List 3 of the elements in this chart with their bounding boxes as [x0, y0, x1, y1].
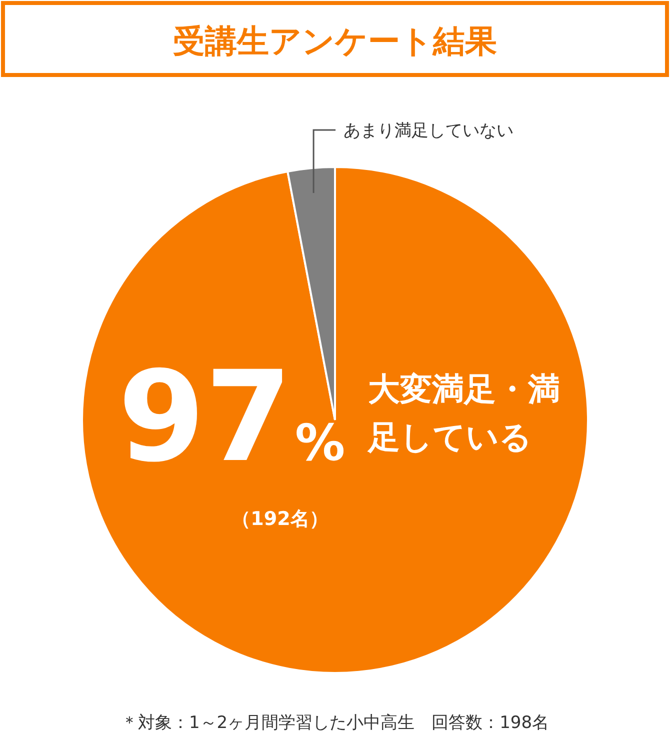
annotation: （192名）	[232, 508, 328, 530]
annotation: ＊対象：1～2ヶ月間学習した小中高生 回答数：198名	[120, 713, 550, 733]
title: 受講生アンケート結果	[173, 22, 497, 60]
